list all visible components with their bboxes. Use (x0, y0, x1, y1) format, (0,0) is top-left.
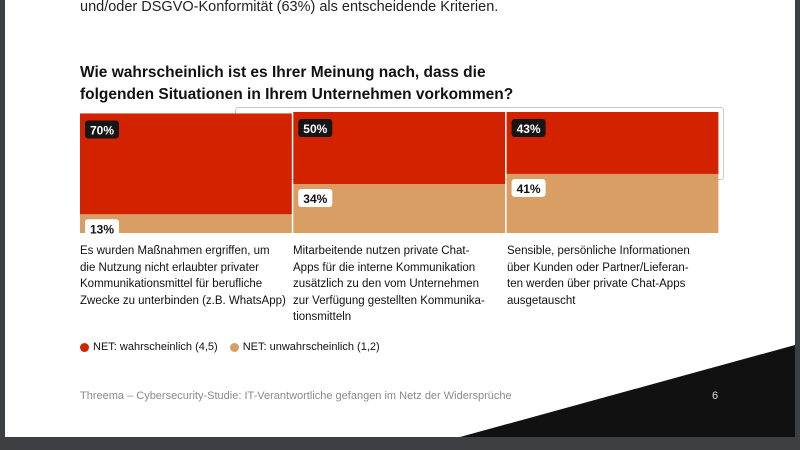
stacked-bar-chart: 70% 13% 50% 34% 43% 41% (80, 112, 719, 238)
category-label: Es wurden Maßnahmen ergriffen, um die Nu… (80, 245, 286, 307)
legend: NET: wahrscheinlich (4,5) NET: unwahrsch… (80, 341, 380, 353)
category-label: Sensible, persönliche Informationen über… (507, 245, 690, 307)
data-label-likely: 70% (90, 123, 114, 137)
footer-text: Threema – Cybersecurity-Studie: IT-Veran… (80, 390, 512, 402)
legend-label: NET: unwahrscheinlich (1,2) (242, 341, 380, 353)
data-label-bg (511, 178, 546, 197)
category-label: Mitarbeitende nutzen private Chat- Apps … (293, 245, 485, 323)
document-page: und/oder DSGVO-Konformität (63%) als ent… (5, 0, 795, 437)
legend-label: NET: wahrscheinlich (4,5) (93, 341, 218, 353)
data-label-unlikely: 34% (303, 192, 327, 206)
data-label-bg (85, 120, 119, 139)
data-label-unlikely: 13% (90, 222, 114, 236)
data-label-likely: 50% (303, 122, 327, 136)
legend-swatch-tan (229, 342, 239, 352)
intro-text: und/oder DSGVO-Konformität (63%) als ent… (80, 0, 499, 15)
data-label-bg (85, 219, 119, 238)
chart-title: Wie wahrscheinlich ist es Ihrer Meinung … (80, 64, 514, 103)
data-label-unlikely: 41% (517, 182, 541, 196)
decorative-corner-triangle (460, 345, 795, 437)
page-number: 6 (712, 390, 719, 402)
data-label-bg (298, 189, 333, 208)
data-label-bg (511, 119, 546, 137)
data-label-bg (298, 119, 333, 137)
legend-swatch-red (80, 342, 89, 352)
bar-unlikely (80, 214, 292, 233)
data-label-likely: 43% (517, 122, 541, 136)
